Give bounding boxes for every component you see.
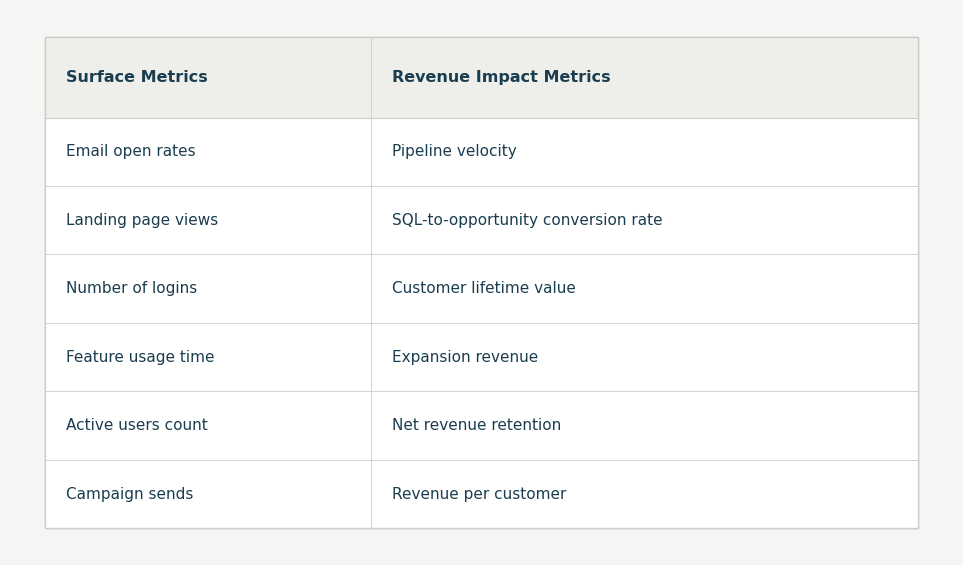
Text: Email open rates: Email open rates [66, 144, 196, 159]
Bar [45, 392, 918, 460]
Text: SQL-to-opportunity conversion rate: SQL-to-opportunity conversion rate [392, 212, 663, 228]
Text: Campaign sends: Campaign sends [66, 486, 194, 502]
Text: Number of logins: Number of logins [66, 281, 197, 296]
Text: Feature usage time: Feature usage time [66, 350, 215, 364]
Text: Net revenue retention: Net revenue retention [392, 418, 561, 433]
Text: Pipeline velocity: Pipeline velocity [392, 144, 517, 159]
Bar [45, 254, 918, 323]
Bar [45, 323, 918, 392]
Bar [45, 118, 918, 186]
Text: Customer lifetime value: Customer lifetime value [392, 281, 576, 296]
Text: Landing page views: Landing page views [66, 212, 219, 228]
Text: Revenue Impact Metrics: Revenue Impact Metrics [392, 69, 611, 85]
Text: Expansion revenue: Expansion revenue [392, 350, 538, 364]
Bar [45, 37, 918, 528]
Text: Surface Metrics: Surface Metrics [66, 69, 208, 85]
Bar [45, 37, 918, 528]
Text: Revenue per customer: Revenue per customer [392, 486, 566, 502]
Bar [45, 460, 918, 528]
Text: Active users count: Active users count [66, 418, 208, 433]
Bar [45, 186, 918, 254]
Bar [45, 37, 918, 118]
